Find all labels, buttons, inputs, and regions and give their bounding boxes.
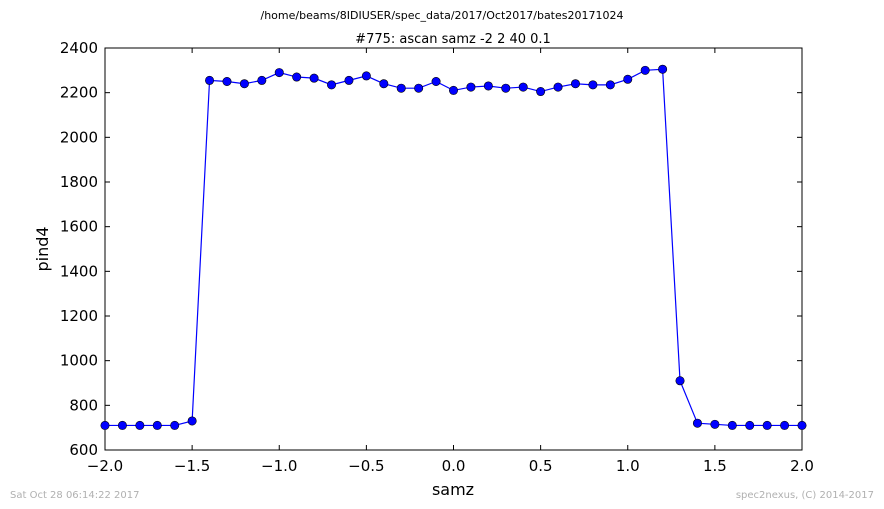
x-tick-label: −1.5 <box>174 457 210 475</box>
data-point <box>762 420 772 430</box>
data-point <box>780 420 790 430</box>
x-tick-label: −2.0 <box>87 457 123 475</box>
x-tick-label: 2.0 <box>790 457 814 475</box>
data-point <box>274 68 284 78</box>
x-tick-label: 0.5 <box>529 457 553 475</box>
data-point <box>292 72 302 82</box>
data-point <box>414 83 424 93</box>
x-tick-label: −0.5 <box>348 457 384 475</box>
data-point <box>727 420 737 430</box>
y-axis-label: pind4 <box>33 226 52 271</box>
series-layer <box>100 64 807 430</box>
data-point <box>117 420 127 430</box>
y-tick-label: 1400 <box>60 262 98 280</box>
y-tick-label: 2400 <box>60 39 98 57</box>
data-point <box>501 83 511 93</box>
figure-suptitle: /home/beams/8IDIUSER/spec_data/2017/Oct2… <box>261 9 624 22</box>
data-point <box>518 82 528 92</box>
data-point <box>152 420 162 430</box>
data-point <box>536 87 546 97</box>
data-point <box>327 80 337 90</box>
data-point <box>170 420 180 430</box>
data-point <box>344 75 354 85</box>
data-point <box>710 419 720 429</box>
data-point <box>222 77 232 87</box>
data-point <box>605 80 615 90</box>
y-axis-ticks: 600 800 1000 1200 1400 1600 1800 2000 2200 2400 <box>60 39 802 459</box>
y-tick-label: 2000 <box>60 128 98 146</box>
y-tick-label: 1800 <box>60 173 98 191</box>
plot-area: −2.0 −1.5 −1.0 −0.5 0.0 0.5 1.0 1.5 2.0 600 800 10… <box>60 39 814 475</box>
data-point <box>135 420 145 430</box>
data-point <box>431 77 441 87</box>
data-point <box>100 420 110 430</box>
x-axis-ticks: −2.0 −1.5 −1.0 −0.5 0.0 0.5 1.0 1.5 2.0 <box>87 48 814 475</box>
y-tick-label: 2200 <box>60 84 98 102</box>
data-point <box>675 376 685 386</box>
chart-title: #775: ascan samz -2 2 40 0.1 <box>355 32 551 47</box>
x-tick-label: −1.0 <box>261 457 297 475</box>
y-tick-label: 1600 <box>60 218 98 236</box>
y-tick-label: 1200 <box>60 307 98 325</box>
data-point <box>553 82 563 92</box>
data-point <box>658 64 668 74</box>
data-point <box>187 416 197 426</box>
footer-credit: spec2nexus, (C) 2014-2017 <box>736 490 874 501</box>
x-tick-label: 1.5 <box>703 457 727 475</box>
x-tick-label: 1.0 <box>616 457 640 475</box>
data-point <box>483 81 493 91</box>
x-axis-label: samz <box>432 480 474 499</box>
y-tick-label: 800 <box>69 396 98 414</box>
data-point <box>361 71 371 81</box>
data-point <box>309 73 319 83</box>
data-point <box>640 65 650 75</box>
footer-timestamp: Sat Oct 28 06:14:22 2017 <box>10 490 140 501</box>
data-point <box>448 85 458 95</box>
axes-frame <box>104 47 803 451</box>
y-tick-label: 600 <box>69 441 98 459</box>
data-point <box>396 83 406 93</box>
data-point <box>797 420 807 430</box>
data-point <box>588 80 598 90</box>
data-point <box>239 79 249 89</box>
data-point <box>745 420 755 430</box>
data-point <box>570 79 580 89</box>
data-point <box>205 75 215 85</box>
data-point <box>379 79 389 89</box>
data-point <box>692 418 702 428</box>
y-tick-label: 1000 <box>60 352 98 370</box>
data-point <box>466 82 476 92</box>
x-tick-label: 0.0 <box>442 457 466 475</box>
data-point <box>623 74 633 84</box>
data-point <box>257 75 267 85</box>
